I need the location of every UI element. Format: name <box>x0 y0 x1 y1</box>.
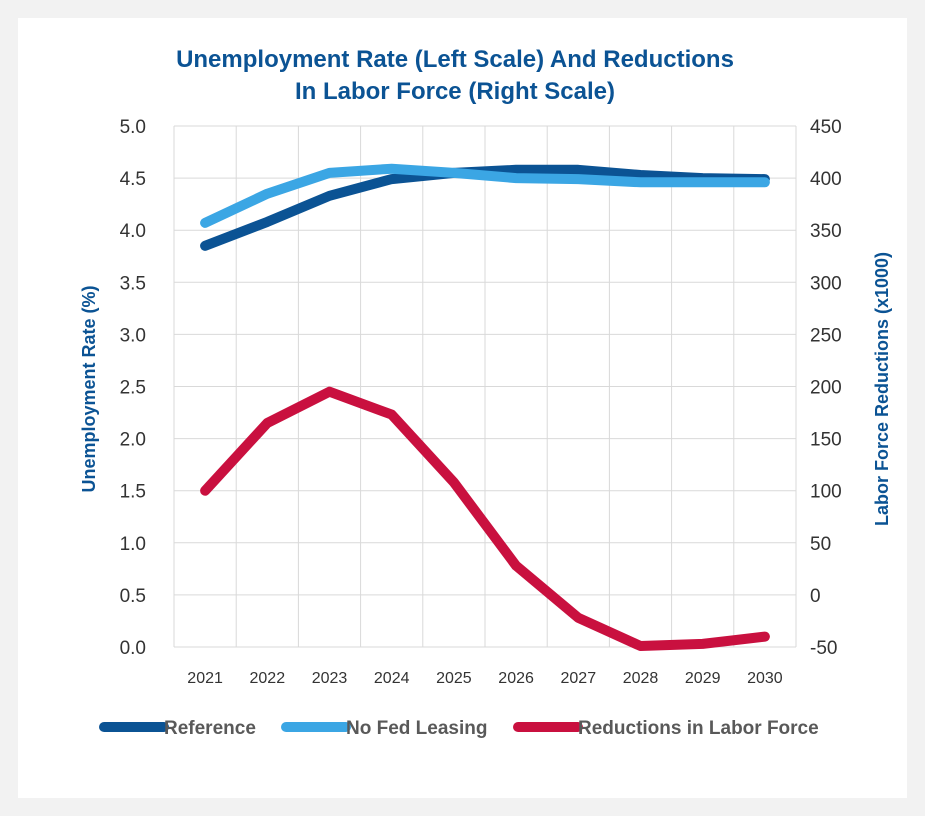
left-tick-label: 4.5 <box>120 169 146 190</box>
right-tick-label: 100 <box>810 482 842 503</box>
right-tick-label: 300 <box>810 273 842 294</box>
legend-label-no-fed-leasing: No Fed Leasing <box>346 718 487 739</box>
right-tick-label: 450 <box>810 117 842 138</box>
chart-title: Unemployment Rate (Left Scale) And Reduc… <box>176 46 734 105</box>
x-tick-label: 2027 <box>561 670 597 687</box>
x-tick-label: 2029 <box>685 670 721 687</box>
left-tick-label: 2.5 <box>120 378 146 399</box>
right-tick-label: 350 <box>810 221 842 242</box>
x-tick-label: 2023 <box>312 670 348 687</box>
left-tick-label: 1.0 <box>120 534 146 555</box>
x-tick-label: 2030 <box>747 670 783 687</box>
line-chart: Unemployment Rate (Left Scale) And Reduc… <box>79 46 892 739</box>
right-tick-label: 50 <box>810 534 831 555</box>
legend-label-reductions-in-labor-force: Reductions in Labor Force <box>578 718 819 739</box>
right-tick-label: 400 <box>810 169 842 190</box>
x-tick-label: 2026 <box>498 670 534 687</box>
series-line-no-fed-leasing <box>200 163 770 228</box>
right-axis-title: Labor Force Reductions (x1000) <box>872 252 892 526</box>
left-tick-label: 4.0 <box>120 221 146 242</box>
series-lines <box>200 163 770 651</box>
left-tick-label: 0.0 <box>120 638 146 659</box>
left-tick-label: 2.0 <box>120 430 146 451</box>
chart-title-line-2: In Labor Force (Right Scale) <box>295 78 615 105</box>
left-axis-title: Unemployment Rate (%) <box>79 285 99 492</box>
right-tick-label: 200 <box>810 378 842 399</box>
left-tick-label: 3.5 <box>120 273 146 294</box>
chart-title-line-1: Unemployment Rate (Left Scale) And Reduc… <box>176 46 734 73</box>
chart-frame: Unemployment Rate (Left Scale) And Reduc… <box>18 18 907 798</box>
series-line-reductions-in-labor-force <box>200 386 770 651</box>
x-tick-label: 2025 <box>436 670 472 687</box>
gridlines <box>173 125 797 648</box>
x-tick-label: 2021 <box>187 670 223 687</box>
right-tick-label: 250 <box>810 325 842 346</box>
x-tick-label: 2028 <box>623 670 659 687</box>
legend-label-reference: Reference <box>164 718 256 739</box>
right-tick-label: 150 <box>810 430 842 451</box>
right-tick-label: -50 <box>810 638 837 659</box>
right-axis-ticks: -50 0 50 100 150 200 250 300 350 400 450 <box>810 117 842 659</box>
x-tick-label: 2024 <box>374 670 410 687</box>
x-axis-ticks: 2021 2022 2023 2024 2025 2026 2027 2028 2029 2030 <box>187 670 782 687</box>
legend: Reference No Fed Leasing Reductions in Lab… <box>99 718 819 739</box>
right-tick-label: 0 <box>810 586 821 607</box>
left-axis-ticks: 0.0 0.5 1.0 1.5 2.0 2.5 3.0 3.5 4.0 4.5 5.0 <box>120 117 146 659</box>
left-tick-label: 1.5 <box>120 482 146 503</box>
left-tick-label: 0.5 <box>120 586 146 607</box>
left-tick-label: 3.0 <box>120 325 146 346</box>
left-tick-label: 5.0 <box>120 117 146 138</box>
x-tick-label: 2022 <box>250 670 286 687</box>
